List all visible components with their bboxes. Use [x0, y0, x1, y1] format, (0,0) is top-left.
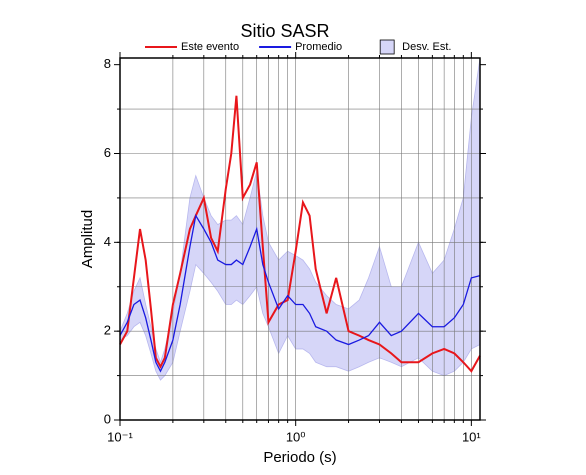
y-tick-label: 0 — [104, 411, 111, 426]
plot-frame — [119, 57, 481, 421]
y-tick-label: 8 — [104, 56, 111, 71]
legend-label: Promedio — [295, 41, 342, 53]
series-line — [119, 95, 481, 373]
series-line — [119, 213, 481, 373]
legend-swatch — [379, 39, 395, 55]
y-tick-label: 2 — [104, 323, 111, 338]
y-tick-label: 6 — [104, 145, 111, 160]
x-tick-label: 10⁻¹ — [107, 429, 133, 444]
x-tick-label: 10⁰ — [286, 429, 306, 444]
x-axis-label: Periodo (s) — [263, 449, 336, 466]
legend-label: Desv. Est. — [402, 41, 451, 53]
y-axis-label: Amplitud — [79, 210, 96, 268]
legend-label: Este evento — [181, 41, 239, 53]
chart-title: Sitio SASR — [240, 21, 329, 41]
y-tick-label: 4 — [104, 234, 111, 249]
x-tick-label: 10¹ — [462, 429, 481, 444]
